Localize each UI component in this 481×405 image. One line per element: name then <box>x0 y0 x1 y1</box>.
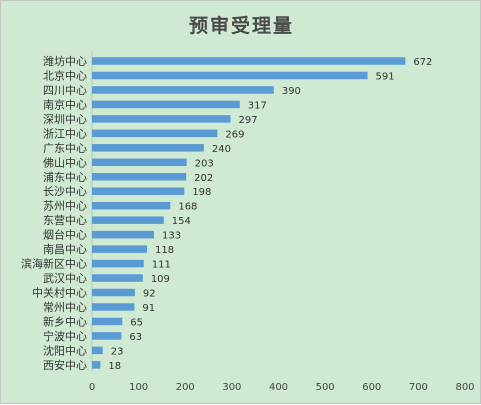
bar <box>92 332 122 340</box>
category-label: 中关村中心 <box>32 286 87 300</box>
bar <box>92 173 187 181</box>
category-label: 宁波中心 <box>43 329 87 343</box>
bar <box>92 100 240 109</box>
data-label: 297 <box>238 115 257 126</box>
bar <box>92 230 155 239</box>
category-label: 东营中心 <box>43 213 87 227</box>
category-label: 北京中心 <box>43 68 87 82</box>
x-tick-label: 0 <box>89 382 95 393</box>
chart-title: 预审受理量 <box>188 15 294 37</box>
category-label: 佛山中心 <box>43 156 87 169</box>
bar <box>92 201 171 210</box>
bar <box>92 288 135 297</box>
bar <box>92 245 148 253</box>
category-label: 广东中心 <box>43 142 87 155</box>
category-label: 常州中心 <box>43 301 87 314</box>
bar <box>92 144 204 152</box>
category-label: 沈阳中心 <box>43 343 87 357</box>
bar <box>92 317 123 326</box>
category-label: 滨海新区中心 <box>21 257 87 271</box>
data-label: 111 <box>152 260 171 271</box>
data-label: 154 <box>172 216 191 227</box>
bar <box>92 187 185 195</box>
bar <box>92 71 368 80</box>
x-tick-label: 600 <box>362 382 381 393</box>
data-label: 591 <box>376 71 395 82</box>
x-tick-label: 800 <box>455 382 474 393</box>
bar <box>92 86 274 94</box>
data-label: 168 <box>178 202 197 213</box>
x-tick-label: 100 <box>129 382 148 393</box>
data-label: 91 <box>142 303 155 314</box>
bar <box>92 129 218 138</box>
data-label: 65 <box>130 317 143 328</box>
data-label: 317 <box>248 100 267 111</box>
category-label: 浦东中心 <box>43 171 87 184</box>
data-label: 18 <box>108 361 121 372</box>
data-label: 202 <box>194 173 213 184</box>
data-label: 390 <box>282 86 301 97</box>
data-label: 203 <box>195 158 214 169</box>
category-label: 苏州中心 <box>43 200 87 213</box>
x-tick-label: 400 <box>269 382 288 393</box>
x-tick-label: 300 <box>222 382 241 393</box>
bar <box>92 158 187 167</box>
category-label: 潍坊中心 <box>43 54 87 68</box>
category-label: 南昌中心 <box>43 243 87 256</box>
category-label: 深圳中心 <box>43 113 87 126</box>
data-label: 133 <box>162 231 181 242</box>
data-label: 63 <box>129 332 142 343</box>
bar <box>92 115 231 123</box>
category-label: 新乡中心 <box>43 314 87 328</box>
data-label: 240 <box>212 144 231 155</box>
category-label: 烟台中心 <box>43 228 87 242</box>
x-tick-label: 200 <box>176 382 195 393</box>
category-label: 武汉中心 <box>43 272 87 285</box>
data-label: 118 <box>155 245 174 256</box>
bar <box>92 259 144 268</box>
x-tick-label: 500 <box>316 382 335 393</box>
bar <box>92 303 135 311</box>
bar <box>92 57 406 65</box>
data-label: 672 <box>413 57 432 68</box>
bar <box>92 346 103 355</box>
bar <box>92 274 143 282</box>
bar <box>92 361 101 369</box>
category-label: 长沙中心 <box>43 185 87 198</box>
bar <box>92 216 164 224</box>
data-label: 109 <box>151 274 170 285</box>
category-label: 南京中心 <box>43 97 87 111</box>
category-label: 西安中心 <box>43 358 87 372</box>
data-label: 23 <box>111 346 124 357</box>
category-label: 四川中心 <box>43 84 87 97</box>
data-label: 92 <box>143 289 156 300</box>
data-label: 269 <box>225 129 244 140</box>
x-tick-label: 700 <box>409 382 428 393</box>
data-label: 198 <box>192 187 211 198</box>
category-label: 浙江中心 <box>43 127 87 140</box>
